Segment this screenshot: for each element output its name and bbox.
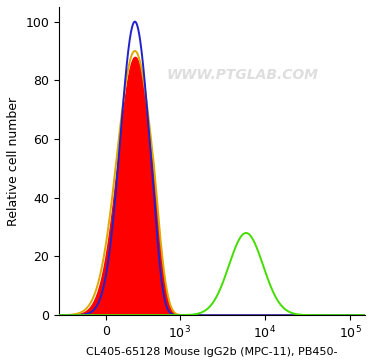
- Y-axis label: Relative cell number: Relative cell number: [7, 96, 20, 226]
- Text: WWW.PTGLAB.COM: WWW.PTGLAB.COM: [167, 68, 318, 82]
- X-axis label: CL405-65128 Mouse IgG2b (MPC-11), PB450-: CL405-65128 Mouse IgG2b (MPC-11), PB450-: [86, 347, 338, 357]
